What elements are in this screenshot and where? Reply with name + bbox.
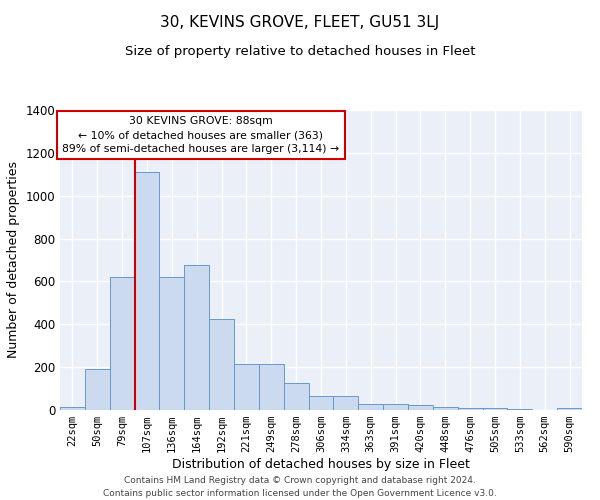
Bar [508,409,532,410]
Bar [184,266,209,410]
Bar [234,364,259,410]
Bar [482,408,508,410]
Bar [383,404,408,410]
Bar [60,407,85,410]
Bar [110,277,134,410]
Text: Size of property relative to detached houses in Fleet: Size of property relative to detached ho… [125,45,475,58]
Bar [134,172,160,410]
Y-axis label: Number of detached properties: Number of detached properties [7,162,20,358]
Bar [334,396,358,410]
Bar [284,383,308,410]
Bar [160,277,184,410]
Text: 30 KEVINS GROVE: 88sqm
← 10% of detached houses are smaller (363)
89% of semi-de: 30 KEVINS GROVE: 88sqm ← 10% of detached… [62,116,340,154]
Bar [209,319,234,410]
Bar [85,370,110,410]
Bar [557,408,582,410]
Text: Contains HM Land Registry data © Crown copyright and database right 2024.
Contai: Contains HM Land Registry data © Crown c… [103,476,497,498]
Bar [458,408,482,410]
Bar [408,404,433,410]
Text: 30, KEVINS GROVE, FLEET, GU51 3LJ: 30, KEVINS GROVE, FLEET, GU51 3LJ [160,15,440,30]
Bar [308,396,334,410]
Bar [358,404,383,410]
Bar [433,407,458,410]
X-axis label: Distribution of detached houses by size in Fleet: Distribution of detached houses by size … [172,458,470,471]
Bar [259,364,284,410]
